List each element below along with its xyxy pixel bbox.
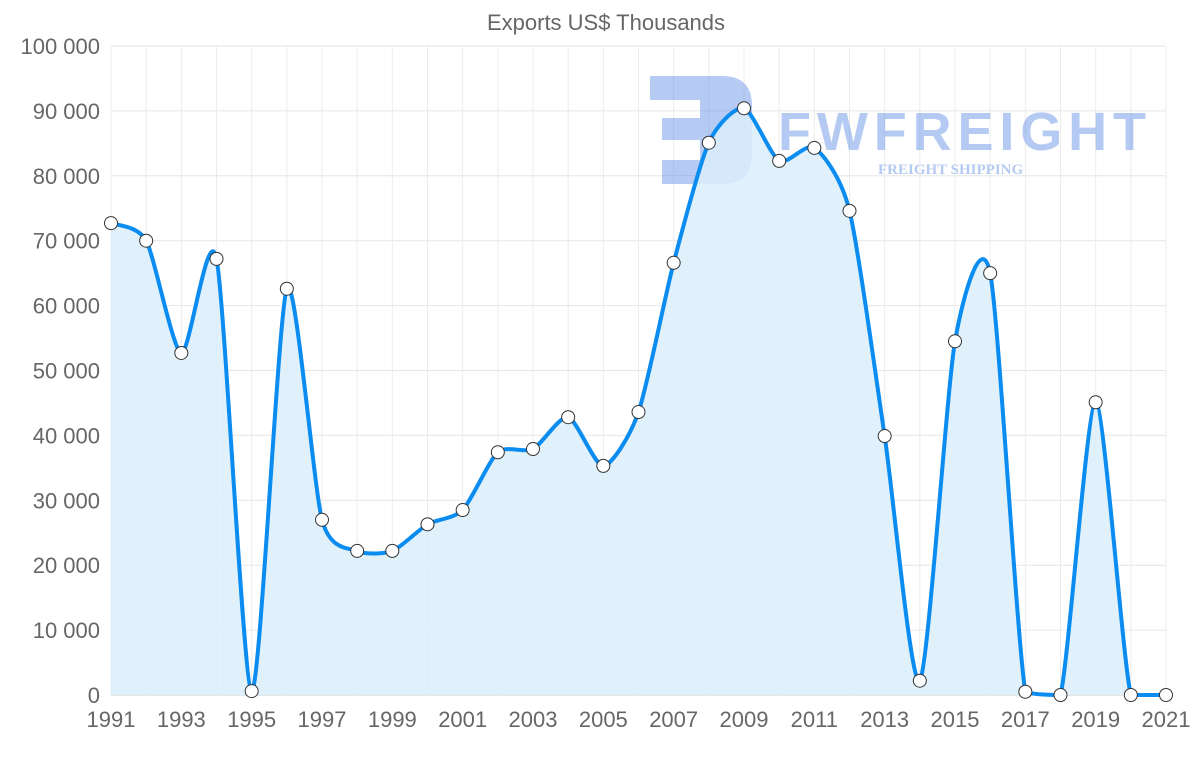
y-tick-label: 20 000 bbox=[33, 553, 100, 578]
x-tick-label: 2001 bbox=[438, 707, 487, 732]
svg-text:FWFREIGHT: FWFREIGHT bbox=[778, 102, 1146, 162]
y-tick-label: 40 000 bbox=[33, 423, 100, 448]
x-tick-label: 2015 bbox=[931, 707, 980, 732]
data-point-1997[interactable] bbox=[315, 512, 329, 527]
data-point-2011[interactable] bbox=[807, 140, 822, 155]
x-tick-label: 1999 bbox=[368, 707, 417, 732]
data-point-2019[interactable] bbox=[1088, 395, 1103, 410]
data-point-2000[interactable] bbox=[420, 517, 435, 532]
data-point-2001[interactable] bbox=[455, 503, 470, 518]
x-tick-label: 1995 bbox=[227, 707, 276, 732]
x-tick-label: 1991 bbox=[87, 707, 136, 732]
data-point-2009[interactable] bbox=[737, 101, 751, 116]
data-point-1998[interactable] bbox=[350, 543, 365, 558]
x-tick-label: 2013 bbox=[860, 707, 909, 732]
x-tick-label: 2019 bbox=[1071, 707, 1120, 732]
y-tick-label: 100 000 bbox=[20, 34, 100, 59]
data-point-1994[interactable] bbox=[209, 251, 224, 266]
data-point-2008[interactable] bbox=[701, 135, 716, 150]
x-tick-label: 2021 bbox=[1142, 707, 1191, 732]
y-tick-label: 70 000 bbox=[33, 229, 100, 254]
data-point-1996[interactable] bbox=[279, 281, 294, 296]
data-point-2010[interactable] bbox=[772, 153, 787, 168]
data-point-2003[interactable] bbox=[526, 442, 540, 457]
data-point-2012[interactable] bbox=[842, 203, 857, 218]
data-point-2007[interactable] bbox=[666, 255, 681, 270]
data-point-2016[interactable] bbox=[983, 266, 998, 281]
data-point-1993[interactable] bbox=[174, 345, 189, 360]
x-tick-label: 2011 bbox=[791, 707, 838, 732]
data-points bbox=[104, 101, 1173, 702]
area-fill bbox=[111, 108, 1166, 696]
data-point-2002[interactable] bbox=[490, 445, 505, 460]
data-point-1995[interactable] bbox=[244, 684, 259, 699]
x-tick-label: 2009 bbox=[720, 707, 769, 732]
data-point-1992[interactable] bbox=[139, 233, 154, 248]
data-point-2006[interactable] bbox=[631, 405, 646, 420]
x-tick-label: 1997 bbox=[298, 707, 347, 732]
y-tick-label: 0 bbox=[88, 683, 100, 708]
y-tick-label: 60 000 bbox=[33, 294, 100, 319]
data-point-1991[interactable] bbox=[104, 216, 118, 231]
data-point-2018[interactable] bbox=[1053, 688, 1068, 702]
data-point-2021[interactable] bbox=[1159, 688, 1173, 702]
x-tick-label: 2005 bbox=[579, 707, 628, 732]
chart-title: Exports US$ Thousands bbox=[487, 10, 725, 35]
y-axis: 0 10 000 20 000 30 000 40 000 50 000 60 000 70 … bbox=[20, 34, 100, 708]
data-point-2015[interactable] bbox=[948, 334, 962, 349]
data-point-2004[interactable] bbox=[561, 410, 576, 425]
y-tick-label: 80 000 bbox=[33, 164, 100, 189]
y-tick-label: 50 000 bbox=[33, 359, 100, 384]
x-axis: 1991 1993 1995 1997 1999 2001 2003 2005 2007 2009… bbox=[87, 707, 1191, 732]
y-tick-label: 30 000 bbox=[33, 488, 100, 513]
data-point-2014[interactable] bbox=[912, 673, 927, 688]
y-tick-label: 10 000 bbox=[33, 618, 100, 643]
data-point-1999[interactable] bbox=[385, 543, 400, 558]
x-tick-label: 1993 bbox=[157, 707, 206, 732]
data-point-2017[interactable] bbox=[1018, 684, 1033, 699]
data-point-2013[interactable] bbox=[877, 429, 892, 444]
y-tick-label: 90 000 bbox=[33, 99, 100, 124]
x-tick-label: 2017 bbox=[1001, 707, 1050, 732]
data-point-2020[interactable] bbox=[1123, 688, 1138, 702]
svg-text:FREIGHT SHIPPING: FREIGHT SHIPPING bbox=[878, 162, 1023, 178]
x-tick-label: 2003 bbox=[509, 707, 558, 732]
x-tick-label: 2007 bbox=[649, 707, 698, 732]
data-point-2005[interactable] bbox=[596, 458, 611, 473]
series-area bbox=[111, 108, 1166, 696]
